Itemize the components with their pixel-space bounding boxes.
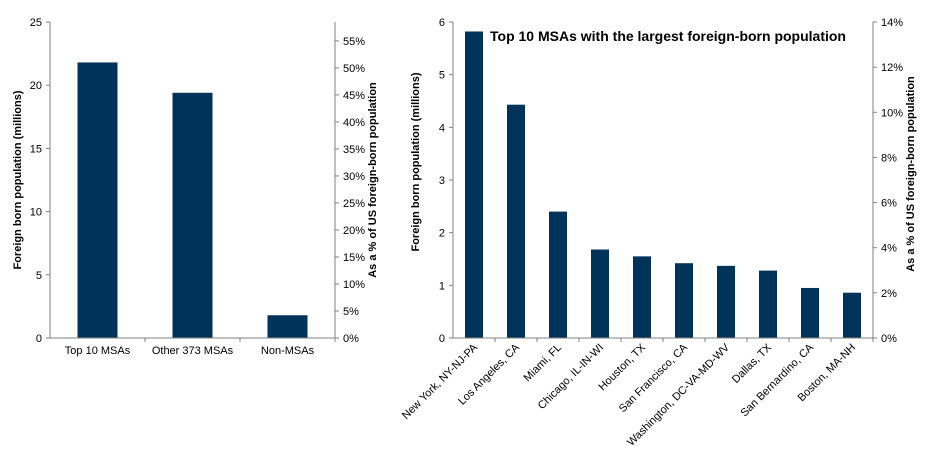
chart-right-y2-ticks: 0% 2% 4% 6% 8% 10% 12% 14%: [873, 17, 903, 345]
chart-left-y-axis-title: Foreign born population (millions): [12, 90, 24, 269]
chart-left-x-tick-label: Non-MSAs: [261, 345, 315, 357]
chart-right-bar: [507, 104, 525, 338]
chart-right-y2-tick-label: 10%: [881, 107, 903, 119]
chart-left-y-tick-label: 15: [30, 143, 42, 155]
chart-right-x-tick-label: New York, NY-NJ-PA: [400, 341, 481, 422]
chart-left-y-tick-label: 5: [36, 270, 42, 282]
chart-right-y2-tick-label: 0%: [881, 333, 897, 345]
chart-right-bar: [801, 287, 819, 338]
chart-right-x-tick-label: Dallas, TX: [730, 341, 775, 386]
chart-right-y-ticks: 0 1 2 3 4 5 6: [439, 17, 453, 345]
chart-left-y2-tick-label: 35%: [343, 144, 365, 156]
chart-right-bar: [843, 292, 861, 338]
chart-left: 0 5 10 15 20 25 0% 5% 10% 15% 20% 25% 30% 35% 40% 45% 5…: [12, 17, 379, 357]
chart-left-y2-tick-label: 25%: [343, 198, 365, 210]
chart-right: Top 10 MSAs with the largest foreign-bor…: [400, 17, 917, 449]
chart-left-bars: [77, 62, 308, 338]
chart-right-y2-axis-title: As a % of US foreign-born population: [905, 76, 917, 272]
chart-right-y2-tick-label: 12%: [881, 62, 903, 74]
chart-left-x-tick-label: Other 373 MSAs: [152, 345, 234, 357]
chart-right-x-tick-label: Miami, FL: [521, 342, 564, 385]
chart-left-x-ticks: Top 10 MSAs Other 373 MSAs Non-MSAs: [65, 338, 336, 357]
chart-left-y-ticks: 0 5 10 15 20 25: [30, 17, 50, 345]
chart-left-bar: [172, 92, 213, 338]
chart-right-bar: [465, 31, 483, 338]
chart-left-bar: [77, 62, 118, 338]
chart-right-y-tick-label: 4: [439, 122, 445, 134]
chart-right-y2-tick-label: 2%: [881, 288, 897, 300]
chart-left-x-tick-label: Top 10 MSAs: [65, 345, 131, 357]
chart-left-y2-axis-title: As a % of US foreign-born population: [367, 82, 379, 278]
chart-right-y-tick-label: 3: [439, 175, 445, 187]
chart-left-y2-tick-label: 40%: [343, 117, 365, 129]
chart-right-y2-tick-label: 6%: [881, 198, 897, 210]
chart-right-title: Top 10 MSAs with the largest foreign-bor…: [490, 28, 846, 44]
chart-right-bar: [591, 249, 609, 338]
chart-left-y2-ticks: 0% 5% 10% 15% 20% 25% 30% 35% 40% 45% 50% 55%: [335, 36, 365, 345]
chart-right-bar: [549, 211, 567, 338]
chart-right-bar: [675, 263, 693, 338]
chart-left-y2-tick-label: 15%: [343, 252, 365, 264]
chart-left-y-tick-label: 20: [30, 80, 42, 92]
chart-left-y2-tick-label: 30%: [343, 171, 365, 183]
chart-left-y-tick-label: 0: [36, 333, 42, 345]
chart-left-y2-tick-label: 55%: [343, 36, 365, 48]
chart-left-y-tick-label: 10: [30, 207, 42, 219]
chart-right-y-tick-label: 6: [439, 17, 445, 29]
chart-right-y-tick-label: 0: [439, 333, 445, 345]
chart-left-y-tick-label: 25: [30, 17, 42, 29]
chart-left-y2-tick-label: 10%: [343, 279, 365, 291]
chart-right-y-tick-label: 1: [439, 280, 445, 292]
chart-right-bars: [465, 31, 861, 338]
chart-left-bar: [267, 315, 308, 338]
chart-right-y2-tick-label: 8%: [881, 152, 897, 164]
chart-right-y-axis-title: Foreign born population (millions): [410, 72, 422, 251]
chart-right-bar: [759, 270, 777, 338]
chart-right-x-tick-label: San Bernardino, CA: [738, 341, 816, 419]
chart-right-y2-tick-label: 14%: [881, 17, 903, 29]
chart-left-y2-tick-label: 0%: [343, 333, 359, 345]
chart-left-y2-tick-label: 45%: [343, 90, 365, 102]
chart-left-y2-tick-label: 50%: [343, 63, 365, 75]
chart-right-y2-tick-label: 4%: [881, 243, 897, 255]
chart-right-y-tick-label: 5: [439, 70, 445, 82]
chart-right-bar: [717, 265, 735, 338]
chart-right-y-tick-label: 2: [439, 228, 445, 240]
chart-left-y2-tick-label: 20%: [343, 225, 365, 237]
chart-right-bar: [633, 256, 651, 338]
chart-left-y2-tick-label: 5%: [343, 306, 359, 318]
